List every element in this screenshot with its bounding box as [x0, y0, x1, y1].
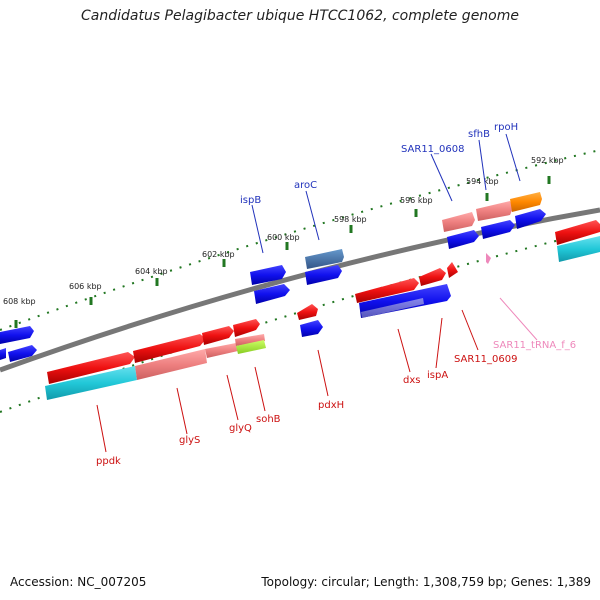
pink-block: [442, 212, 475, 232]
lime-block: [236, 340, 266, 354]
cds-block: [447, 230, 479, 249]
cds-block: [515, 209, 546, 229]
forward-gene: [355, 278, 419, 303]
cyan-block: [557, 236, 600, 262]
gene-label-rpoH: rpoH: [494, 122, 518, 133]
tick-label: 592 kbp: [531, 156, 564, 165]
cds-block: [305, 265, 342, 285]
tRNA-marker: [486, 253, 491, 264]
orange-block: [510, 192, 542, 212]
tick-label: 604 kbp: [135, 267, 168, 276]
forward-gene: [233, 319, 260, 337]
forward-gene: [447, 262, 458, 278]
forward-gene: [555, 220, 600, 245]
gene-label-SAR11_0609: SAR11_0609: [454, 354, 518, 365]
steel-block: [305, 249, 344, 269]
gene-label-ppdk: ppdk: [96, 456, 121, 467]
inner-dotted-ring: [0, 229, 600, 413]
forward-gene: [202, 326, 234, 345]
forward-gene: [297, 304, 318, 320]
outer-cds-blocks: [0, 192, 546, 362]
tick-label: 608 kbp: [3, 297, 36, 306]
cds-block: [0, 326, 34, 344]
pink-block: [135, 349, 207, 380]
gene-label-pdxH: pdxH: [318, 400, 344, 411]
tick-label: 594 kbp: [466, 177, 499, 186]
violet-block: [361, 298, 424, 318]
cds-block: [254, 284, 290, 304]
gene-label-SAR11_0608: SAR11_0608: [401, 144, 465, 155]
genome-backbone: [0, 207, 600, 373]
gene-label-glyQ: glyQ: [229, 423, 252, 434]
major-ticks: [14, 176, 551, 328]
cds-block: [481, 220, 515, 239]
gene-label-sfhB: sfhB: [468, 129, 490, 140]
cds-block: [0, 348, 6, 360]
tick-label: 598 kbp: [334, 215, 367, 224]
gene-label-aroC: aroC: [294, 180, 317, 191]
forward-gene: [419, 268, 446, 286]
accession-label: Accession: NC_007205: [10, 575, 147, 589]
gene-label-sohB: sohB: [256, 414, 281, 425]
tick-label: 606 kbp: [69, 282, 102, 291]
tick-label: 596 kbp: [400, 196, 433, 205]
forward-gene: [47, 352, 135, 384]
cyan-block: [45, 366, 137, 400]
forward-gene: [133, 334, 206, 363]
gene-label-dxs: dxs: [403, 375, 420, 386]
top-gene-labels: [251, 133, 521, 254]
gene-label-ispA: ispA: [427, 370, 448, 381]
cds-block: [250, 265, 286, 285]
gene-label-ispB: ispB: [240, 195, 261, 206]
tick-label: 602 kbp: [202, 250, 235, 259]
pink-block: [205, 343, 238, 358]
kbp-tick-labels: 608 kbp 606 kbp 604 kbp 602 kbp 600 kbp …: [3, 156, 564, 306]
cds-block: [300, 320, 323, 337]
pink-block: [476, 201, 513, 221]
genome-summary: Topology: circular; Length: 1,308,759 bp…: [261, 575, 591, 589]
bottom-gene-leaders: [96, 297, 538, 453]
cds-block: [8, 345, 37, 362]
backbone-features: [45, 220, 600, 400]
map-title: Candidatus Pelagibacter ubique HTCC1062,…: [80, 8, 519, 24]
gene-label-glyS: glyS: [179, 435, 200, 446]
pink-block: [235, 334, 265, 346]
gene-label-SAR11_tRNA_f_6: SAR11_tRNA_f_6: [493, 340, 576, 351]
tick-label: 600 kbp: [267, 233, 300, 242]
